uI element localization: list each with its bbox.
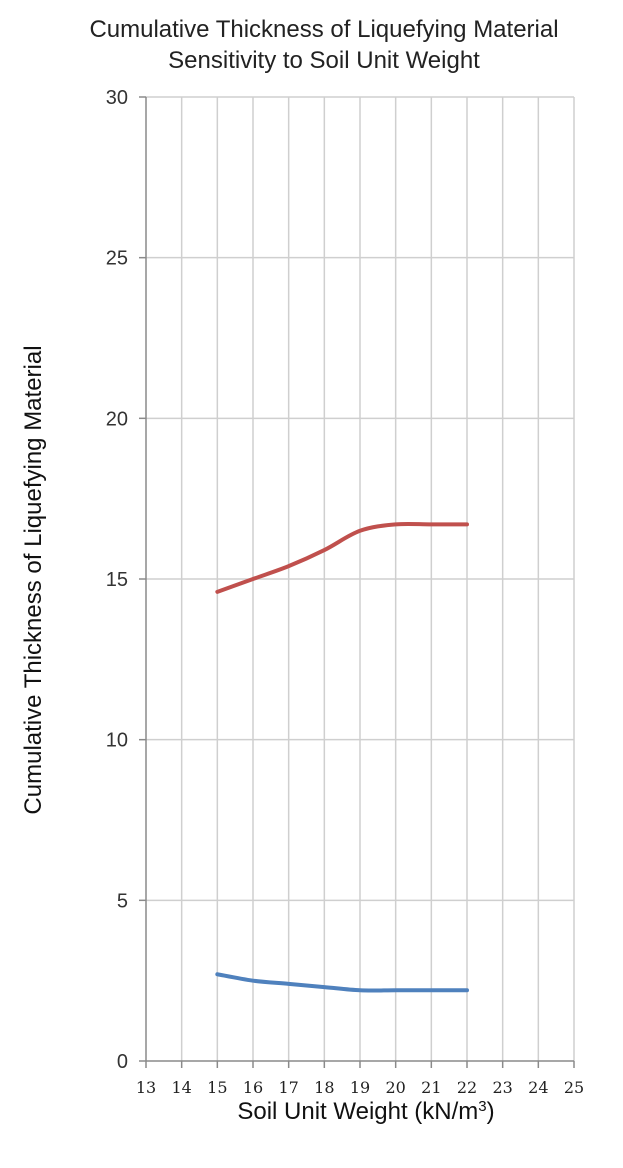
x-tick-label-25: 25 (564, 1078, 584, 1097)
grid (146, 96, 575, 1061)
series-line-1 (215, 521, 469, 594)
chart-title: Cumulative Thickness of Liquefying Mater… (89, 16, 558, 43)
y-axis-label: Cumulative Thickness of Liquefying Mater… (20, 345, 47, 814)
x-axis-label-main: Soil Unit Weight (kN/m (237, 1098, 478, 1125)
x-tick-label-23: 23 (492, 1078, 512, 1097)
x-axis-label: Soil Unit Weight (kN/m3) (237, 1098, 494, 1126)
x-tick-label-18: 18 (314, 1078, 334, 1097)
x-axis-label-suffix: ) (487, 1098, 495, 1125)
series-line-2 (215, 972, 469, 993)
y-tick-label-5: 5 (117, 890, 128, 912)
y-tick-label-25: 25 (106, 248, 128, 270)
x-tick-label-17: 17 (278, 1078, 298, 1097)
x-tick-label-24: 24 (528, 1078, 548, 1097)
series-layer (215, 521, 469, 993)
chart-subtitle: Sensitivity to Soil Unit Weight (168, 47, 480, 74)
x-tick-label-13: 13 (136, 1078, 156, 1097)
axes: 13 14 15 16 17 18 19 20 21 22 23 24 25 0 5 10 15 20 25 30 (106, 87, 584, 1097)
x-tick-label-16: 16 (243, 1078, 263, 1097)
x-tick-label-20: 20 (385, 1078, 405, 1097)
x-axis-label-superscript: 3 (478, 1098, 486, 1115)
y-tick-label-20: 20 (106, 408, 128, 430)
y-tick-label-10: 10 (106, 730, 128, 752)
x-tick-label-19: 19 (350, 1078, 370, 1097)
y-tick-label-30: 30 (106, 87, 128, 109)
x-tick-label-21: 21 (421, 1078, 441, 1097)
x-tick-label-15: 15 (207, 1078, 227, 1097)
x-tick-label-22: 22 (457, 1078, 477, 1097)
x-tick-label-14: 14 (171, 1078, 191, 1097)
y-tick-label-0: 0 (117, 1051, 128, 1073)
y-tick-label-15: 15 (106, 569, 128, 591)
